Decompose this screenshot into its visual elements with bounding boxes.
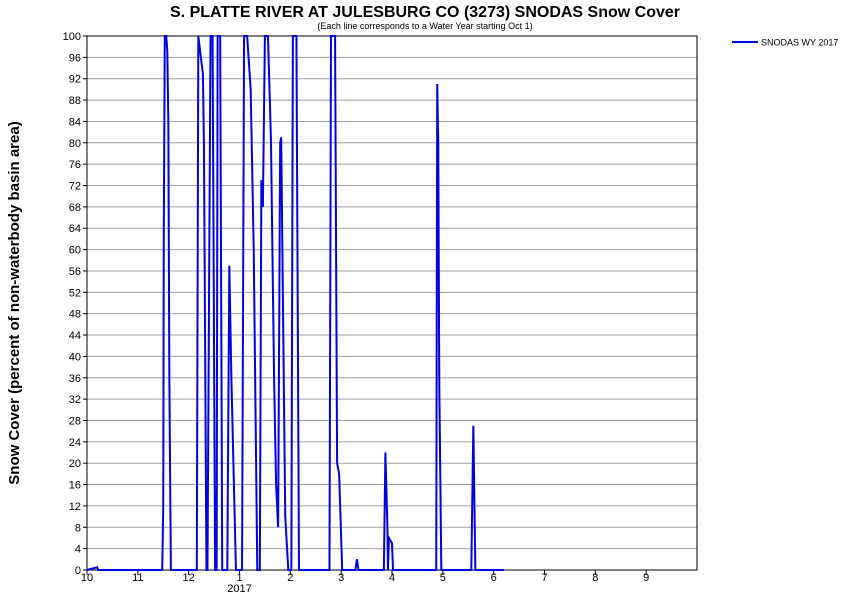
y-tick-label: 64: [69, 223, 81, 235]
year-label: 2017: [227, 583, 251, 595]
legend-label: SNODAS WY 2017: [761, 38, 838, 48]
y-tick-label: 36: [69, 373, 81, 385]
x-tick-label: 8: [592, 572, 598, 584]
chart-subtitle: (Each line corresponds to a Water Year s…: [317, 21, 532, 31]
plot-area: [87, 36, 697, 570]
y-tick-label: 8: [75, 522, 81, 534]
y-tick-label: 88: [69, 95, 81, 107]
plot-frame: [86, 35, 698, 571]
x-tick-label: 10: [81, 572, 93, 584]
y-tick-label: 60: [69, 245, 81, 257]
y-tick-label: 32: [69, 394, 81, 406]
x-tick-label: 3: [338, 572, 344, 584]
chart-title: S. PLATTE RIVER AT JULESBURG CO (3273) S…: [170, 4, 680, 21]
y-tick-label: 92: [69, 74, 81, 86]
y-tick-label: 72: [69, 181, 81, 193]
y-axis-label: Snow Cover (percent of non-waterbody bas…: [6, 121, 23, 484]
y-tick-label: 76: [69, 159, 81, 171]
y-tick-label: 24: [69, 437, 81, 449]
x-tick-label: 5: [440, 572, 446, 584]
y-tick-label: 100: [63, 31, 81, 43]
x-tick-label: 1: [236, 572, 242, 584]
y-tick-label: 56: [69, 266, 81, 278]
y-tick-label: 96: [69, 52, 81, 64]
x-tick-label: 4: [389, 572, 395, 584]
y-tick-label: 16: [69, 480, 81, 492]
y-tick-label: 28: [69, 415, 81, 427]
y-tick-label: 48: [69, 309, 81, 321]
y-tick-label: 68: [69, 202, 81, 214]
y-tick-label: 52: [69, 287, 81, 299]
y-tick-label: 0: [75, 565, 81, 577]
y-tick-label: 84: [69, 116, 81, 128]
y-tick-label: 40: [69, 351, 81, 363]
y-tick-label: 80: [69, 138, 81, 150]
series-line: [86, 35, 504, 571]
x-tick-label: 12: [183, 572, 195, 584]
x-tick-label: 9: [643, 572, 649, 584]
y-tick-label: 12: [69, 501, 81, 513]
x-tick-label: 7: [541, 572, 547, 584]
y-tick-label: 44: [69, 330, 81, 342]
x-tick-label: 6: [491, 572, 497, 584]
x-tick-label: 2: [287, 572, 293, 584]
x-tick-label: 11: [132, 572, 143, 584]
y-tick-label: 20: [69, 458, 81, 470]
y-tick-label: 4: [75, 544, 81, 556]
